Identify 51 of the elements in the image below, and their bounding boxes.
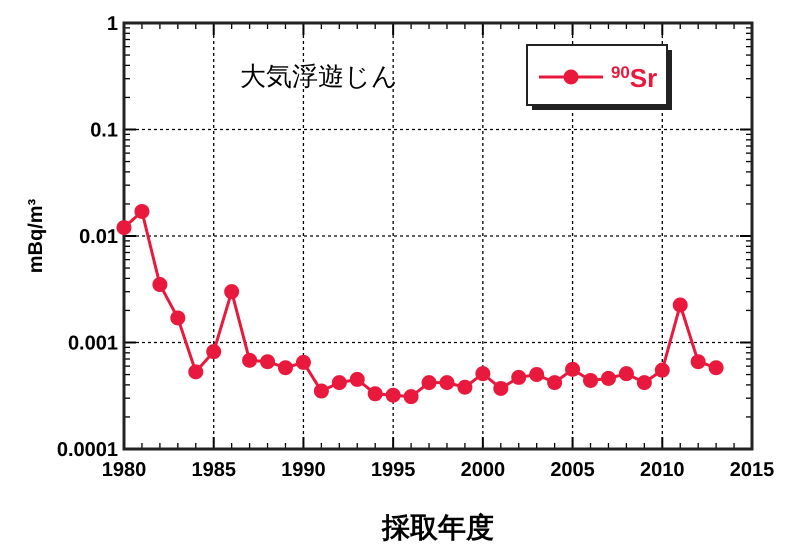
- point: [296, 354, 311, 370]
- legend-label: $^{90}$Sr: [611, 62, 658, 93]
- point: [278, 360, 293, 376]
- x-tick-label: 1995: [370, 459, 416, 481]
- y-tick-label: 1: [106, 13, 118, 35]
- point: [565, 362, 580, 377]
- point: [206, 344, 222, 360]
- x-tick-label: 1980: [102, 459, 146, 481]
- point: [224, 284, 240, 300]
- point: [511, 370, 526, 385]
- x-tick-label: 2000: [460, 459, 506, 481]
- point: [529, 367, 544, 382]
- text: 大気浮遊じん: [240, 61, 398, 91]
- point: [116, 220, 132, 236]
- point: [583, 372, 598, 388]
- y-tick-label: 0.1: [90, 120, 118, 142]
- point: [314, 384, 329, 399]
- point: [152, 277, 168, 292]
- y-axis-title: mBq/m³: [25, 198, 47, 274]
- x-tick-label: 1990: [281, 459, 326, 481]
- point: [636, 375, 652, 390]
- point: [422, 375, 437, 390]
- point: [618, 366, 634, 382]
- x-tick-label: 2015: [730, 459, 774, 481]
- y-tick-label: 0.001: [68, 332, 118, 354]
- point: [672, 297, 688, 312]
- point: [654, 362, 670, 378]
- point: [332, 375, 347, 390]
- x-axis-title: 採取年度: [381, 512, 494, 543]
- x-tick-label: 2010: [640, 459, 685, 481]
- point: [547, 375, 562, 390]
- point: [404, 389, 419, 404]
- y-tick-label: 0.01: [79, 226, 118, 248]
- point: [368, 386, 383, 402]
- point: [242, 352, 258, 368]
- point: [600, 370, 616, 386]
- point: [260, 354, 276, 370]
- point: [708, 360, 724, 376]
- y-tick-label: 0.0001: [56, 439, 118, 461]
- point: [188, 364, 204, 380]
- point: [457, 380, 472, 395]
- x-tick-label: 2005: [550, 459, 595, 481]
- point: [475, 366, 490, 382]
- point: [350, 372, 365, 387]
- point: [690, 354, 706, 370]
- point: [170, 310, 186, 326]
- point: [439, 375, 454, 390]
- point: [134, 204, 150, 219]
- point: [493, 380, 508, 396]
- point: [386, 388, 401, 403]
- x-tick-label: 1985: [191, 459, 236, 481]
